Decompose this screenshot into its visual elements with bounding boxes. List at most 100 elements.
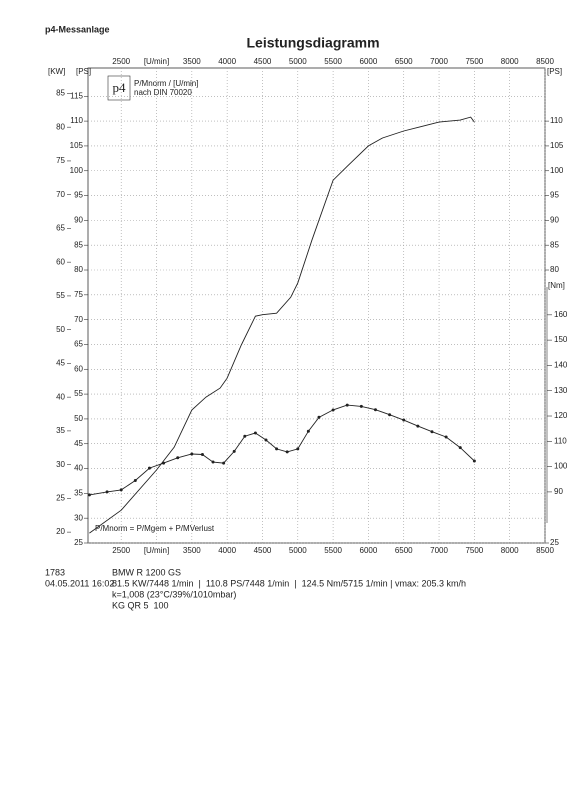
ps-right-tick-label: 25 — [550, 538, 559, 547]
point — [190, 452, 194, 456]
x-tick-label-top: 8000 — [501, 57, 519, 66]
point — [345, 403, 349, 407]
kw-tick-label: 45 — [56, 359, 65, 368]
ps-right-axis-label: [PS] — [547, 67, 562, 76]
chart-title: Leistungsdiagramm — [246, 35, 379, 51]
point — [211, 460, 215, 464]
point — [331, 408, 335, 412]
ps-right-tick-label: 100 — [550, 166, 564, 175]
y-tick-label: 105 — [70, 141, 84, 150]
kw-tick-label: 35 — [56, 426, 65, 435]
footer-id: 1783 — [45, 567, 65, 577]
footer-model: BMW R 1200 GS — [112, 567, 181, 577]
ps-right-tick-label: 105 — [550, 141, 564, 150]
y-tick-label: 55 — [74, 389, 83, 398]
x-tick-label-top: [U/min] — [144, 57, 169, 66]
kw-tick-label: 65 — [56, 224, 65, 233]
point — [458, 446, 462, 450]
y-tick-label: 115 — [70, 91, 83, 100]
x-tick-label: 6500 — [395, 546, 413, 555]
x-tick-label-top: 6500 — [395, 57, 413, 66]
point — [133, 479, 137, 483]
y-tick-label: 30 — [74, 513, 83, 522]
x-tick-label: 3500 — [183, 546, 201, 555]
x-tick-label-top: 5000 — [289, 57, 307, 66]
point — [147, 466, 151, 470]
y2-tick-label: 150 — [554, 335, 568, 344]
series-line — [89, 116, 475, 534]
point — [200, 452, 204, 456]
x-tick-label-top: 7000 — [430, 57, 448, 66]
x-tick-label: 6000 — [360, 546, 378, 555]
y2-tick-label: 100 — [554, 462, 568, 471]
point — [105, 490, 109, 494]
y-tick-label: 110 — [70, 116, 83, 125]
y2-tick-label: 90 — [554, 487, 563, 496]
y-tick-label: 70 — [74, 315, 83, 324]
x-tick-label: 4000 — [218, 546, 236, 555]
point — [296, 447, 300, 451]
point — [275, 447, 279, 451]
x-tick-label: 8000 — [501, 546, 519, 555]
x-tick-label-top: 4000 — [218, 57, 236, 66]
logo-box — [107, 75, 131, 101]
y2-tick-label: 120 — [554, 411, 568, 420]
footer-extra: KG QR 5 100 — [112, 600, 169, 610]
ps-axis-label: [PS] — [76, 67, 91, 76]
point — [119, 488, 123, 492]
footer-stats: 81.5 KW/7448 1/min | 110.8 PS/7448 1/min… — [112, 578, 466, 588]
x-tick-label: 8500 — [536, 546, 554, 555]
y-tick-label: 80 — [74, 265, 83, 274]
point — [232, 449, 236, 453]
kw-tick-label: 75 — [56, 156, 65, 165]
kw-tick-label: 30 — [56, 460, 65, 469]
ps-right-tick-label: 110 — [550, 116, 563, 125]
point — [264, 438, 268, 442]
x-tick-label-top: 2500 — [112, 57, 130, 66]
x-tick-label: 2500 — [112, 546, 130, 555]
ps-right-tick-label: 90 — [550, 215, 559, 224]
x-tick-label-top: 3500 — [183, 57, 201, 66]
point — [285, 450, 289, 454]
kw-tick-label: 20 — [56, 527, 65, 536]
x-tick-label: 4500 — [254, 546, 272, 555]
kw-axis-label: [KW] — [48, 67, 65, 76]
x-tick-label-top: 4500 — [254, 57, 272, 66]
kw-tick-label: 70 — [56, 190, 65, 199]
kw-tick-label: 25 — [56, 493, 65, 502]
formula: P/Mnorm = P/Mgem + P/MVerlust — [95, 524, 215, 533]
kw-tick-label: 55 — [56, 291, 65, 300]
point — [306, 429, 310, 433]
x-tick-label-top: 8500 — [536, 57, 554, 66]
y-tick-label: 35 — [74, 488, 83, 497]
y-tick-label: 45 — [74, 439, 83, 448]
y-tick-label: 95 — [74, 191, 83, 200]
ps-right-tick-label: 85 — [550, 240, 559, 249]
company: p4-Messanlage — [45, 24, 110, 34]
ps-right-tick-label: 95 — [550, 191, 559, 200]
x-tick-label: 7000 — [430, 546, 448, 555]
kw-tick-label: 40 — [56, 392, 65, 401]
series-line — [89, 404, 475, 496]
point — [388, 413, 392, 417]
point — [402, 418, 406, 422]
x-tick-label-top: 7500 — [465, 57, 483, 66]
y-tick-label: 65 — [74, 340, 83, 349]
point — [416, 424, 420, 428]
logo: p4 — [113, 80, 127, 95]
x-tick-label-top: 6000 — [360, 57, 378, 66]
y-tick-label: 85 — [74, 240, 83, 249]
legend-line: P/Mnorm / [U/min] — [134, 79, 198, 88]
y-tick-label: 60 — [74, 364, 83, 373]
footer-date: 04.05.2011 16:02 — [45, 578, 114, 588]
y2-tick-label: 110 — [554, 436, 567, 445]
point — [243, 434, 247, 438]
y-tick-label: 25 — [74, 538, 83, 547]
point — [253, 431, 257, 435]
y-tick-label: 50 — [74, 414, 83, 423]
point — [317, 415, 321, 419]
x-tick-label: [U/min] — [144, 546, 169, 555]
nm-axis-label: [Nm] — [548, 281, 565, 290]
x-tick-label: 5000 — [289, 546, 307, 555]
